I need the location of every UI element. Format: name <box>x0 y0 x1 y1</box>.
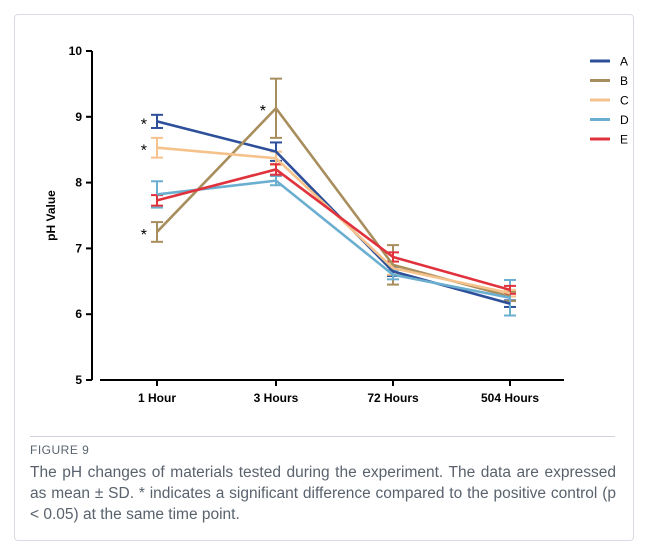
significance-marker: * <box>141 116 147 133</box>
series-line-B <box>156 106 511 298</box>
y-tick-label: 8 <box>75 176 82 190</box>
y-tick-label: 9 <box>75 110 82 124</box>
series-line-E <box>156 168 511 292</box>
legend-label-A: A <box>620 55 628 69</box>
x-tick-label: 72 Hours <box>367 391 419 405</box>
y-axis-label: pH Value <box>44 190 58 241</box>
legend-label-B: B <box>620 74 628 88</box>
y-tick-label: 5 <box>75 373 82 387</box>
caption-divider <box>30 436 615 437</box>
significance-marker: * <box>260 103 266 120</box>
x-tick-label: 1 Hour <box>138 391 176 405</box>
figure-frame <box>14 14 634 541</box>
y-tick-label: 7 <box>75 241 82 255</box>
x-tick-label: 3 Hours <box>254 391 299 405</box>
series-line-D <box>156 179 511 300</box>
ph-line-chart: 5 6 7 8 9 10 pH Value 1 Hour 3 Hours 72 Hours 504 … <box>44 44 629 405</box>
legend-label-E: E <box>620 133 628 147</box>
series-line-C <box>156 146 511 295</box>
x-tick-label: 504 Hours <box>481 391 539 405</box>
figure-caption: The pH changes of materials tested durin… <box>30 464 616 523</box>
legend-label-C: C <box>620 94 629 108</box>
figure-label: FIGURE 9 <box>30 443 90 457</box>
y-tick-label: 6 <box>75 307 82 321</box>
significance-marker: * <box>141 227 147 244</box>
y-tick-label: 10 <box>69 44 83 58</box>
significance-marker: * <box>141 143 147 160</box>
legend-label-D: D <box>620 113 629 127</box>
